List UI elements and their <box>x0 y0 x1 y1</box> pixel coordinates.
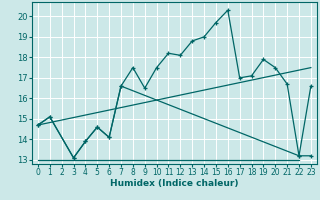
X-axis label: Humidex (Indice chaleur): Humidex (Indice chaleur) <box>110 179 239 188</box>
